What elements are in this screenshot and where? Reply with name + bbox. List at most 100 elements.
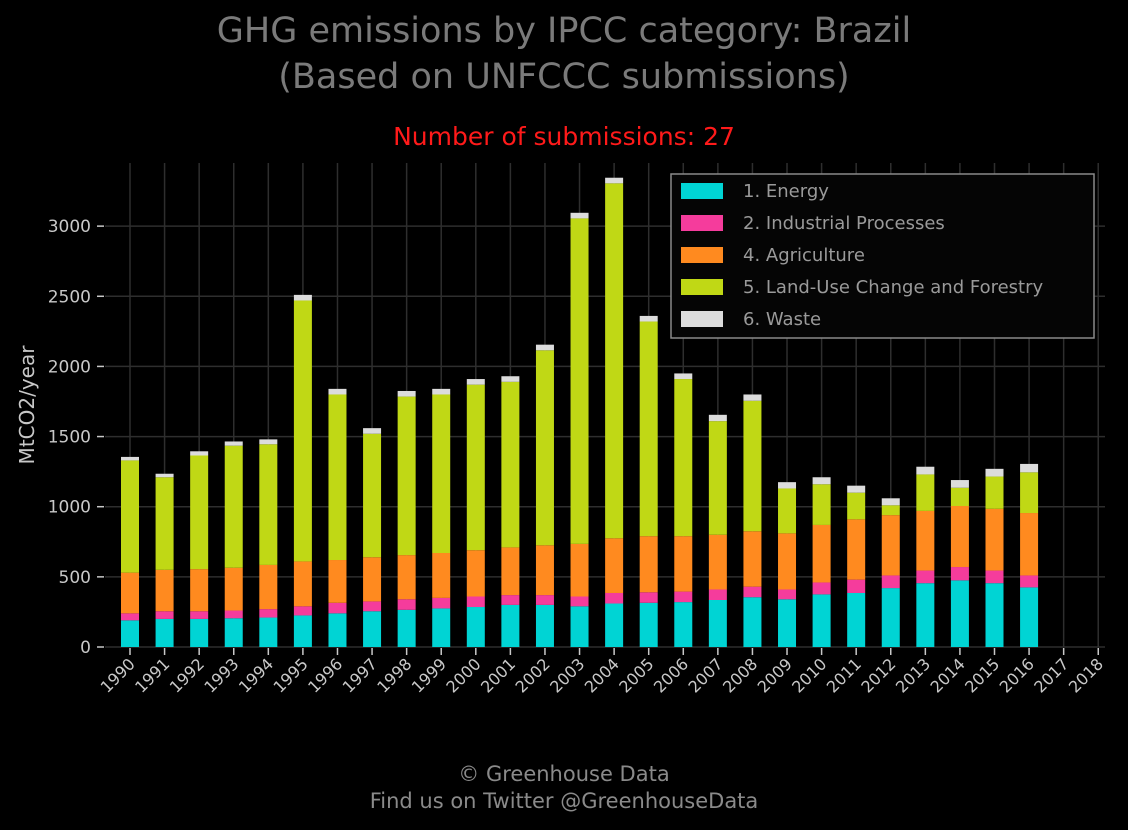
bar-segment-5-land-use-change-and-forestry [535, 350, 554, 546]
bar-segment-4-agriculture [916, 510, 935, 571]
y-tick-label: 2000 [48, 357, 91, 377]
bar-segment-1-energy [743, 597, 762, 647]
bar-segment-4-agriculture [190, 569, 209, 612]
bar-segment-5-land-use-change-and-forestry [778, 488, 797, 534]
chart-title-line-1: GHG emissions by IPCC category: Brazil [216, 11, 912, 51]
bar-segment-2-industrial-processes [778, 589, 797, 600]
bar-segment-2-industrial-processes [293, 606, 312, 616]
bar-segment-2-industrial-processes [363, 601, 382, 612]
bar-segment-2-industrial-processes [674, 591, 693, 603]
bar-segment-1-energy [916, 583, 935, 647]
bar-segment-4-agriculture [778, 533, 797, 590]
x-tick-label: 2008 [719, 654, 761, 696]
bar-segment-5-land-use-change-and-forestry [985, 476, 1004, 509]
bar-segment-1-energy [535, 604, 554, 647]
bar-segment-4-agriculture [950, 506, 969, 568]
bar-segment-6-waste [259, 439, 278, 445]
bar-segment-1-energy [674, 602, 693, 647]
x-tick-label: 1999 [408, 654, 450, 696]
bar-segment-1-energy [708, 600, 727, 647]
bar-segment-4-agriculture [293, 561, 312, 607]
bar-segment-2-industrial-processes [916, 570, 935, 584]
bar-segment-2-industrial-processes [190, 611, 209, 619]
bar-segment-4-agriculture [466, 550, 485, 597]
bar-segment-5-land-use-change-and-forestry [674, 379, 693, 537]
bar-segment-6-waste [224, 441, 243, 446]
bar-segment-6-waste [1020, 463, 1039, 473]
bar-segment-2-industrial-processes [847, 579, 866, 593]
bar-segment-6-waste [950, 480, 969, 488]
x-tick-label: 1990 [97, 654, 139, 696]
x-tick-label: 2003 [546, 654, 588, 696]
bar-segment-6-waste [293, 294, 312, 301]
bar-segment-4-agriculture [328, 560, 347, 603]
x-tick-label: 2001 [477, 654, 519, 696]
bar-segment-2-industrial-processes [743, 586, 762, 598]
x-tick-label: 1997 [339, 654, 381, 696]
bar-segment-2-industrial-processes [605, 592, 624, 604]
bar-segment-5-land-use-change-and-forestry [190, 455, 209, 570]
legend-swatch [681, 279, 723, 295]
bar-segment-4-agriculture [674, 536, 693, 592]
chart-title-line-2: (Based on UNFCCC submissions) [278, 57, 850, 97]
bar-segment-5-land-use-change-and-forestry [639, 321, 658, 537]
bar-segment-6-waste [847, 485, 866, 493]
bar-segment-2-industrial-processes [708, 589, 727, 601]
legend-label: 4. Agriculture [743, 245, 865, 266]
x-tick-label: 1992 [166, 654, 208, 696]
bar-segment-5-land-use-change-and-forestry [708, 421, 727, 535]
bar-segment-2-industrial-processes [950, 567, 969, 581]
bar-segment-1-energy [778, 599, 797, 647]
bar-segment-4-agriculture [639, 536, 658, 593]
bar-segment-6-waste [155, 473, 174, 478]
bar-segment-1-energy [466, 607, 485, 647]
bar-segment-2-industrial-processes [328, 602, 347, 614]
x-tick-label: 2014 [927, 654, 969, 696]
bar-segment-4-agriculture [535, 545, 554, 596]
legend-swatch [681, 247, 723, 263]
bar-segment-4-agriculture [224, 567, 243, 611]
x-tick-label: 1995 [270, 654, 312, 696]
bar-segment-6-waste [985, 468, 1004, 477]
legend-label: 6. Waste [743, 309, 821, 330]
bar-segment-4-agriculture [847, 519, 866, 580]
bar-segment-6-waste [328, 388, 347, 395]
y-tick-label: 0 [80, 638, 91, 658]
bar-segment-4-agriculture [985, 508, 1004, 571]
x-tick-label: 2015 [961, 654, 1003, 696]
y-axis-label: MtCO2/year [15, 345, 39, 465]
legend-label: 5. Land-Use Change and Forestry [743, 277, 1043, 298]
x-tick-label: 2017 [1030, 654, 1072, 696]
y-tick-label: 500 [59, 568, 91, 588]
bar-segment-5-land-use-change-and-forestry [397, 396, 416, 556]
bar-segment-6-waste [708, 414, 727, 422]
bar-segment-4-agriculture [1020, 513, 1039, 576]
bar-segment-6-waste [881, 498, 900, 506]
bar-segment-5-land-use-change-and-forestry [605, 183, 624, 539]
bar-segment-5-land-use-change-and-forestry [432, 394, 451, 554]
bar-segment-1-energy [259, 617, 278, 647]
bar-segment-6-waste [397, 390, 416, 397]
bar-segment-2-industrial-processes [466, 596, 485, 608]
bar-segment-2-industrial-processes [639, 592, 658, 603]
bar-segment-1-energy [847, 592, 866, 647]
bar-segment-1-energy [397, 609, 416, 647]
bar-segment-4-agriculture [570, 543, 589, 597]
bar-segment-5-land-use-change-and-forestry [121, 460, 139, 573]
bar-segment-1-energy [224, 618, 243, 647]
bar-segment-4-agriculture [605, 538, 624, 593]
bar-segment-1-energy [881, 588, 900, 647]
bar-segment-1-energy [812, 594, 831, 647]
legend-box [670, 173, 1095, 339]
x-tick-label: 2007 [684, 654, 726, 696]
bar-segment-5-land-use-change-and-forestry [1020, 472, 1039, 514]
bar-segment-6-waste [639, 315, 658, 322]
bar-segment-2-industrial-processes [570, 596, 589, 607]
bar-segment-6-waste [535, 344, 554, 351]
bar-segment-2-industrial-processes [432, 597, 451, 609]
x-tick-label: 2012 [857, 654, 899, 696]
x-tick-label: 1994 [235, 654, 277, 696]
bar-segment-5-land-use-change-and-forestry [950, 487, 969, 507]
bar-segment-5-land-use-change-and-forestry [259, 444, 278, 565]
